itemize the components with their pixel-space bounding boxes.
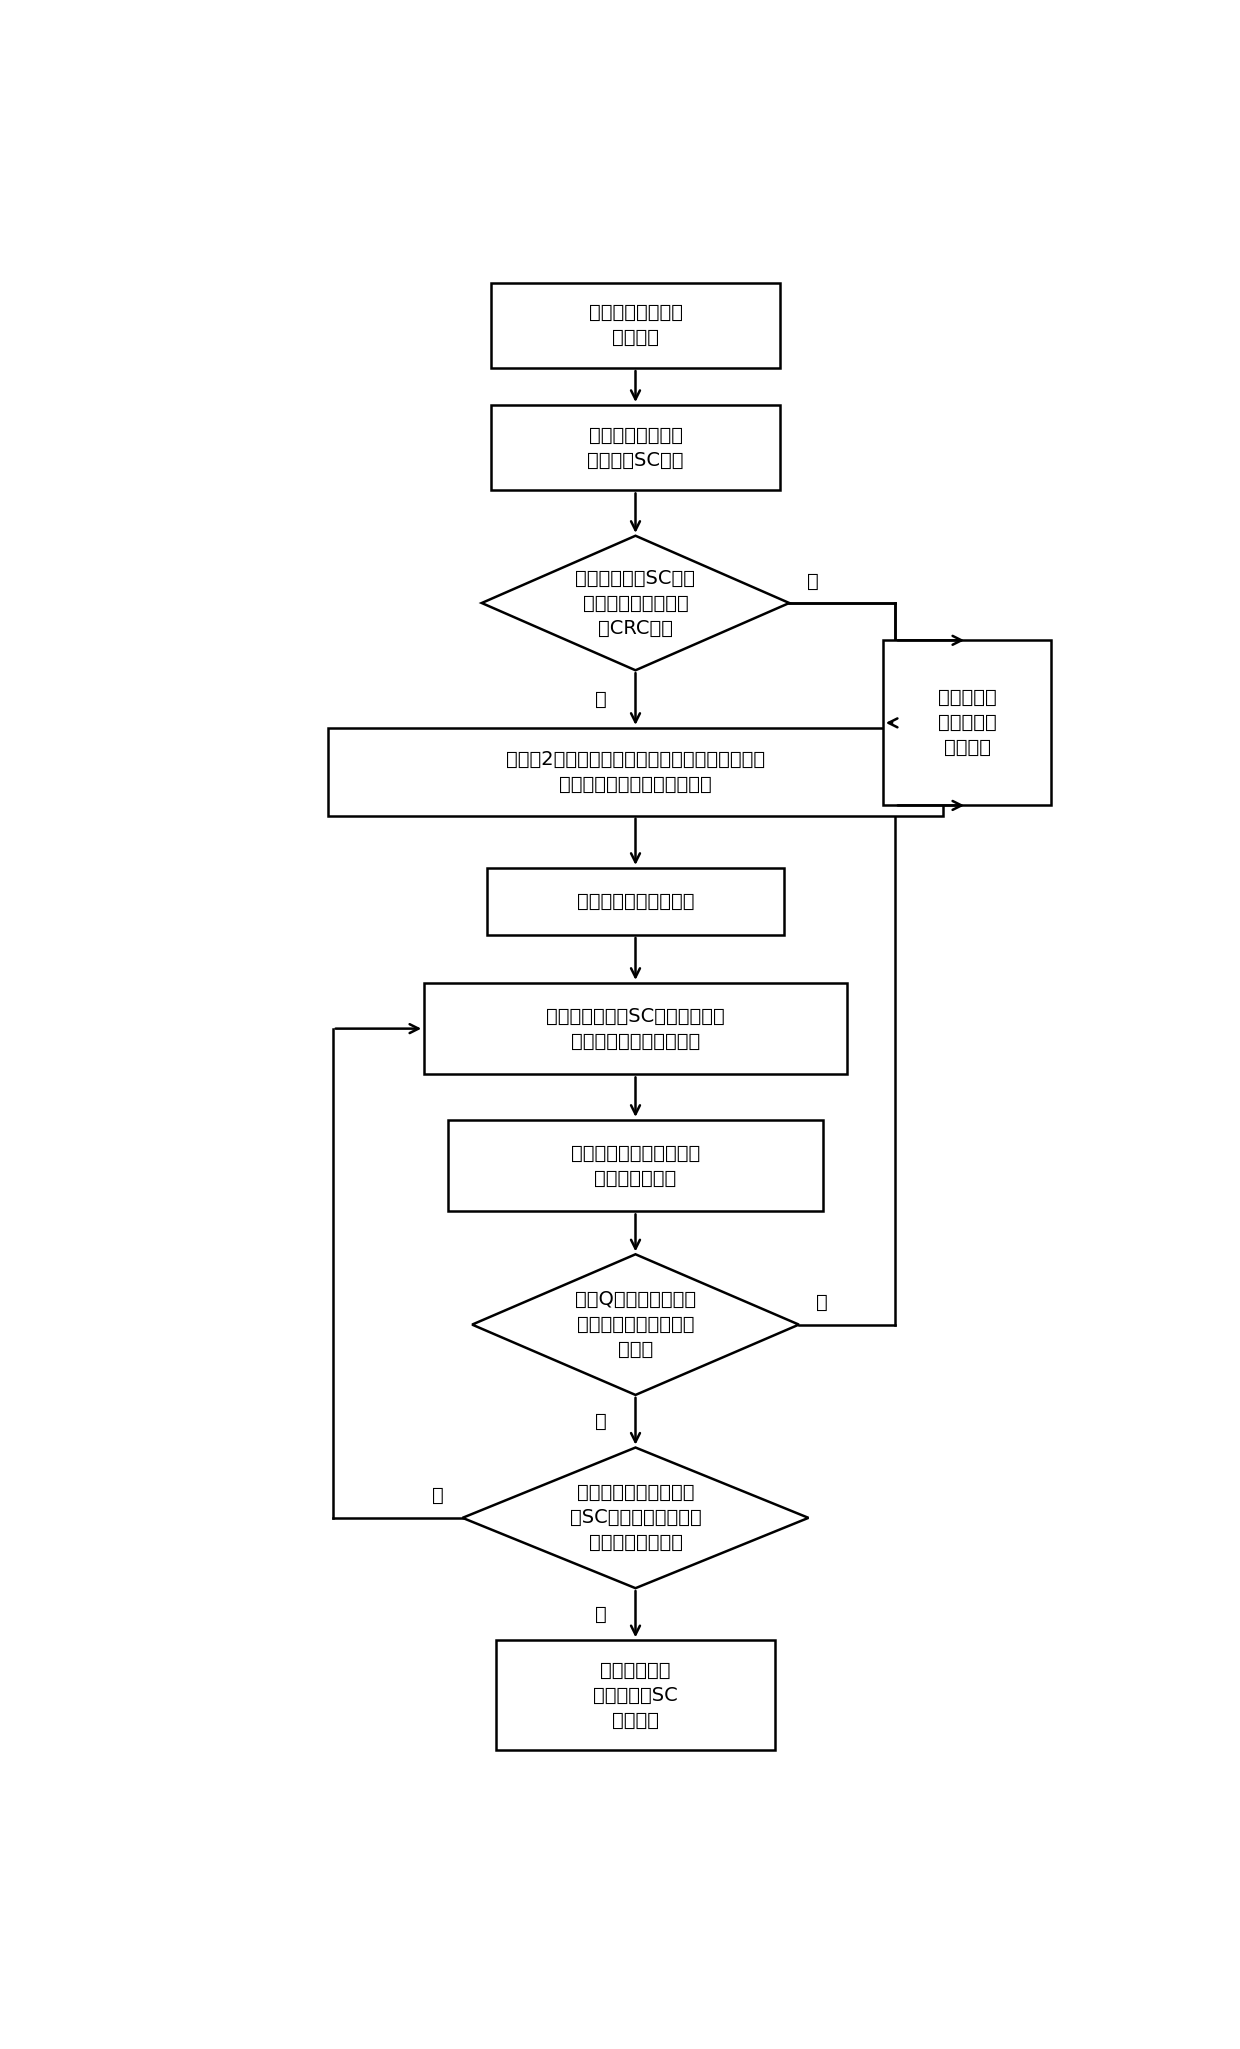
Text: 判断是否选取完串行消
除SC译码判决出错的位
置集中的所有元素: 判断是否选取完串行消 除SC译码判决出错的位 置集中的所有元素 (569, 1483, 702, 1553)
Polygon shape (463, 1447, 808, 1588)
Text: 否: 否 (595, 1412, 606, 1430)
FancyBboxPatch shape (491, 406, 780, 490)
FancyBboxPatch shape (491, 283, 780, 369)
Text: 是: 是 (806, 572, 818, 590)
Text: 译码成功，
输出译码成
功的序列: 译码成功， 输出译码成 功的序列 (937, 688, 997, 758)
Text: 是: 是 (595, 1604, 606, 1623)
Text: 依次从串行消除SC译码判决出错
的位置集中选出一个元素: 依次从串行消除SC译码判决出错 的位置集中选出一个元素 (546, 1006, 725, 1051)
Text: 译码失败，输
出串行消除SC
译码序列: 译码失败，输 出串行消除SC 译码序列 (593, 1660, 678, 1729)
Text: 判断串行消除SC译码
序列是否通过循环冗
余CRC校验: 判断串行消除SC译码 序列是否通过循环冗 余CRC校验 (575, 568, 696, 637)
Polygon shape (472, 1254, 799, 1395)
Text: 利用比特翻转串行消除列
表算法进行译码: 利用比特翻转串行消除列 表算法进行译码 (570, 1143, 701, 1188)
FancyBboxPatch shape (496, 1639, 775, 1750)
Text: 否: 否 (595, 691, 606, 709)
Text: 选取判决出错的位置集: 选取判决出错的位置集 (577, 891, 694, 912)
FancyBboxPatch shape (486, 869, 785, 934)
Text: 否: 否 (432, 1486, 444, 1506)
Polygon shape (481, 535, 789, 670)
FancyBboxPatch shape (424, 984, 847, 1074)
Text: 对待译码序列进行
串行消除SC译码: 对待译码序列进行 串行消除SC译码 (588, 426, 683, 469)
Text: 用一个2的整数次方的值，初始化串行消除列表算
法的列表宽度和比特翻转次数: 用一个2的整数次方的值，初始化串行消除列表算 法的列表宽度和比特翻转次数 (506, 750, 765, 793)
FancyBboxPatch shape (883, 639, 1052, 805)
FancyBboxPatch shape (448, 1119, 823, 1211)
Text: 判断Q条候选路径中是
否有通过循环冗余校验
的路径: 判断Q条候选路径中是 否有通过循环冗余校验 的路径 (575, 1291, 696, 1358)
Text: 是: 是 (816, 1293, 828, 1311)
FancyBboxPatch shape (327, 727, 944, 816)
Text: 从通信终端接收待
译码序列: 从通信终端接收待 译码序列 (589, 303, 682, 348)
